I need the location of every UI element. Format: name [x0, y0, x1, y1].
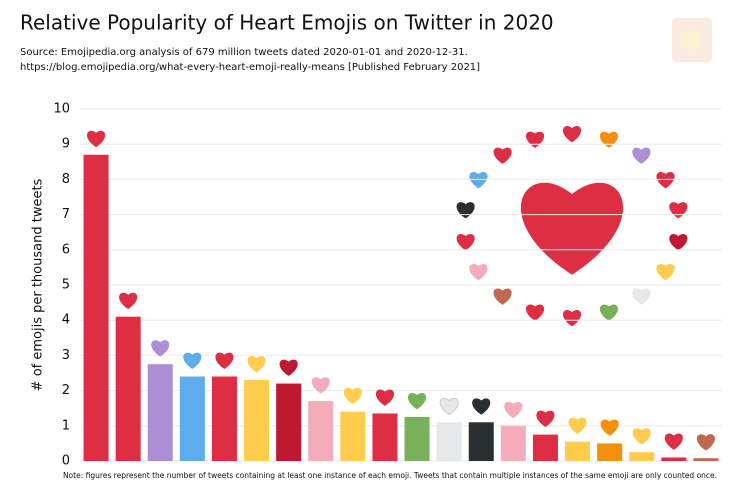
emoji-icon [215, 352, 234, 369]
ring-heart [525, 131, 545, 148]
bar [179, 376, 205, 461]
bar [500, 425, 526, 461]
bar [340, 411, 366, 461]
ring-heart [456, 202, 475, 219]
y-tick-label: 0 [62, 454, 70, 469]
emoji-icon [472, 398, 491, 415]
emoji-icon [632, 428, 651, 445]
bar [468, 422, 494, 461]
ring-heart [562, 310, 582, 327]
emoji-icon [86, 130, 106, 148]
subtitle: Source: Emojipedia.org analysis of 679 m… [20, 47, 468, 58]
ring-heart [632, 288, 651, 305]
y-tick-label: 4 [62, 313, 70, 328]
heart-ring [456, 126, 688, 327]
emoji-icon [311, 377, 330, 394]
emoji-icon [151, 340, 170, 357]
bar [532, 434, 558, 461]
bar [404, 417, 430, 461]
note: Note: figures represent the number of tw… [63, 471, 717, 480]
bar [308, 401, 334, 461]
emoji-icon [407, 393, 427, 410]
ring-heart [493, 147, 512, 164]
bar [115, 316, 141, 461]
emoji-icon [247, 356, 266, 373]
ring-heart [525, 304, 545, 321]
ring-heart [469, 264, 488, 281]
ring-heart [669, 234, 688, 251]
ring-heart [469, 172, 488, 189]
bar [211, 376, 237, 461]
bar [83, 154, 109, 461]
bar [276, 383, 302, 461]
bar [244, 380, 270, 461]
ring-heart [599, 304, 619, 321]
ring-heart [599, 131, 619, 148]
ring-heart [632, 147, 651, 164]
y-tick-label: 3 [62, 348, 70, 363]
logo [672, 18, 712, 62]
emoji-icon [536, 410, 555, 427]
bar [629, 452, 655, 461]
bar [372, 413, 398, 461]
y-tick-label: 10 [53, 102, 70, 117]
bar [436, 422, 462, 461]
ring-heart [493, 288, 512, 305]
y-tick-label: 2 [62, 383, 70, 398]
emoji-icon [504, 401, 523, 419]
ring-heart [656, 172, 675, 189]
emoji-icon [568, 417, 587, 434]
y-tick-label: 1 [62, 418, 70, 433]
emoji-icon [343, 387, 362, 405]
emoji-icon [119, 292, 138, 310]
emoji-icon [375, 389, 395, 406]
ring-heart [562, 126, 582, 143]
emoji-icon [279, 359, 298, 376]
bar [565, 441, 591, 461]
y-tick-label: 8 [62, 172, 70, 187]
emoji-icon [439, 397, 459, 416]
emoji-icon [664, 433, 683, 450]
y-tick-label: 7 [62, 207, 70, 222]
emoji-icon [600, 419, 619, 436]
y-axis-label: # of emojis per thousand tweets [31, 178, 46, 391]
bar [693, 458, 719, 461]
bar [597, 443, 623, 461]
emoji-icon [696, 434, 716, 451]
y-tick-label: 9 [62, 137, 70, 152]
emoji-icon [183, 352, 202, 369]
y-tick-label: 6 [62, 242, 70, 257]
subtitle: https://blog.emojipedia.org/what-every-h… [20, 62, 480, 73]
ring-heart [656, 264, 675, 281]
bar [147, 364, 173, 461]
big-heart [520, 182, 624, 275]
ring-heart [456, 234, 475, 251]
ring-heart [669, 202, 688, 219]
y-tick-label: 5 [62, 278, 70, 293]
chart-title: Relative Popularity of Heart Emojis on T… [20, 11, 554, 35]
bar [661, 457, 687, 461]
